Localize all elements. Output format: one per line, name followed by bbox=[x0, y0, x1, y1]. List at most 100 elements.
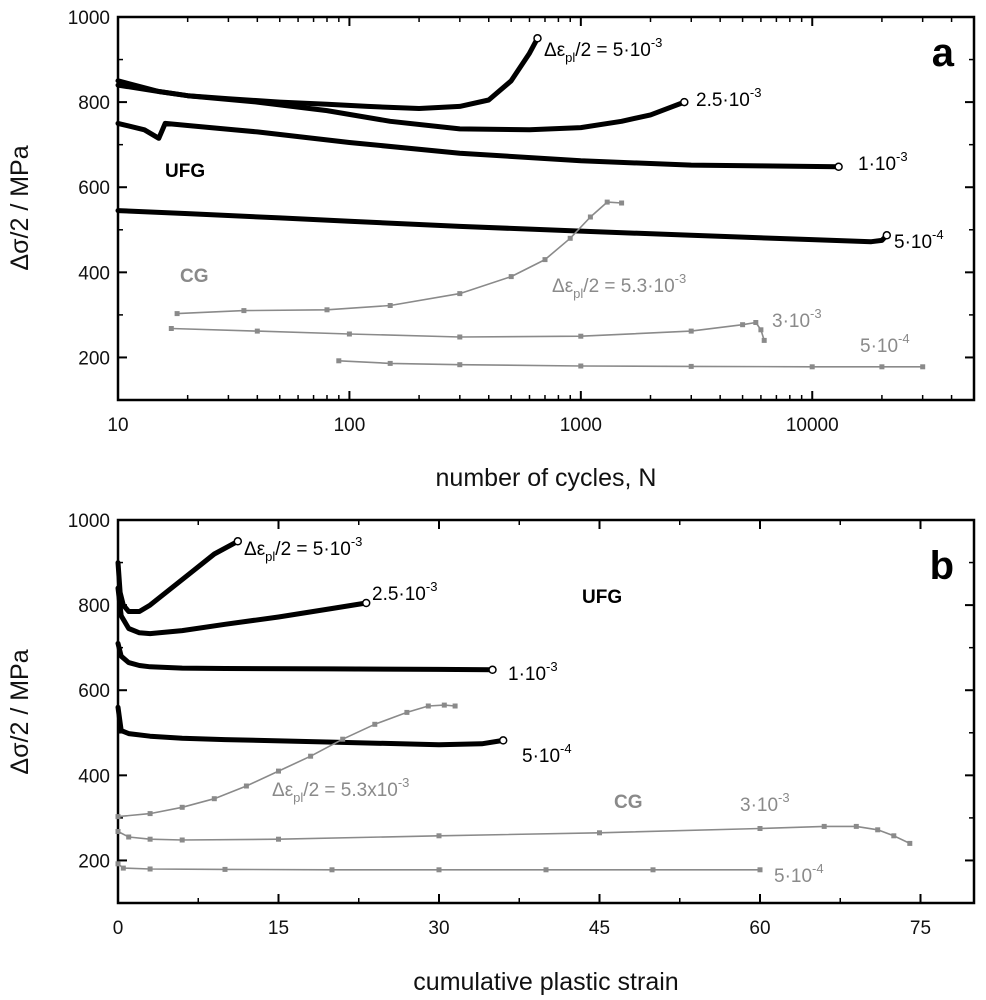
data-point-b-6 bbox=[222, 866, 228, 872]
data-point-a-6 bbox=[879, 364, 885, 370]
data-point-b-5 bbox=[853, 823, 859, 829]
y-tick-label-b: 600 bbox=[78, 681, 110, 702]
ticks-a bbox=[117, 16, 974, 401]
data-point-a-6 bbox=[809, 364, 815, 370]
data-point-a-5 bbox=[740, 322, 746, 328]
series-label-a-cg-5.3e-3: Δεpl/2 = 5.3·10-3 bbox=[552, 271, 686, 301]
y-tick-label-b: 400 bbox=[78, 766, 110, 787]
group-label-cg-a: CG bbox=[180, 266, 209, 287]
series-line-b-3 bbox=[115, 704, 506, 748]
data-point-b-4 bbox=[211, 796, 217, 802]
series-label-a-ufg-5e-3: Δεpl/2 = 5·10-3 bbox=[544, 35, 662, 65]
data-point-b-6 bbox=[329, 867, 335, 873]
data-point-end-b-0 bbox=[233, 537, 243, 546]
data-point-b-4 bbox=[441, 702, 447, 708]
panel-a: 200 400 600 800 1000 10 100 1000 10000 number of… bbox=[6, 8, 976, 492]
data-point-b-4 bbox=[452, 703, 458, 709]
y-tick-label-b: 800 bbox=[78, 596, 110, 617]
series-a bbox=[115, 34, 926, 370]
y-tick-label-b: 1000 bbox=[68, 511, 110, 532]
data-point-b-6 bbox=[115, 861, 121, 867]
x-tick-label-b: 30 bbox=[428, 918, 449, 939]
series-label-b-ufg-2.5e-3: 2.5·10-3 bbox=[372, 579, 437, 605]
data-point-b-5 bbox=[276, 836, 281, 842]
data-point-end-b-2 bbox=[488, 665, 497, 675]
plot-frame-a bbox=[116, 15, 976, 402]
data-point-a-5 bbox=[688, 328, 694, 334]
data-point-a-6 bbox=[688, 363, 694, 369]
data-point-end-a-1 bbox=[680, 97, 689, 107]
data-point-end-b-1 bbox=[361, 598, 371, 608]
data-point-a-4 bbox=[619, 200, 625, 206]
x-axis-label-a: number of cycles, N bbox=[436, 464, 657, 492]
data-point-b-4 bbox=[179, 804, 185, 810]
panel-label-a: a bbox=[932, 31, 955, 75]
group-label-ufg-b: UFG bbox=[582, 587, 622, 608]
data-point-a-4 bbox=[542, 257, 548, 263]
x-tick-label-b: 45 bbox=[589, 918, 610, 939]
plot-frame-b bbox=[116, 518, 976, 905]
data-point-a-4 bbox=[457, 291, 463, 297]
data-point-a-5 bbox=[578, 333, 584, 339]
x-tick-label-a: 1000 bbox=[560, 415, 602, 436]
series-label-b-cg-5e-4: 5·10-4 bbox=[774, 861, 824, 887]
x-tick-label-a: 10 bbox=[107, 415, 128, 436]
series-label-a-cg-5e-4: 5·10-4 bbox=[860, 331, 910, 357]
data-point-end-a-3 bbox=[882, 231, 892, 240]
data-point-b-5 bbox=[907, 840, 913, 846]
series-label-b-cg-3e-3: 3·10-3 bbox=[740, 790, 790, 816]
data-point-a-4 bbox=[604, 199, 610, 205]
data-point-a-5 bbox=[346, 331, 352, 337]
data-point-a-5 bbox=[758, 327, 764, 333]
series-line-a-6 bbox=[338, 360, 924, 368]
series-line-a-2 bbox=[115, 120, 842, 170]
x-tick-label-b: 0 bbox=[113, 918, 124, 939]
y-tick-label-a: 800 bbox=[78, 93, 110, 114]
data-point-b-5 bbox=[126, 834, 132, 840]
data-point-b-4 bbox=[308, 753, 314, 759]
series-label-b-ufg-1e-3: 1·10-3 bbox=[508, 659, 558, 685]
data-point-end-a-0 bbox=[533, 34, 542, 43]
series-label-b-ufg-5e-3: Δεpl/2 = 5·10-3 bbox=[244, 534, 362, 564]
y-tick-label-a: 200 bbox=[78, 348, 110, 369]
data-point-b-5 bbox=[875, 827, 881, 833]
data-point-b-5 bbox=[147, 836, 153, 842]
data-point-b-4 bbox=[404, 709, 410, 715]
group-label-ufg-a: UFG bbox=[165, 161, 205, 182]
series-line-b-2 bbox=[115, 640, 495, 673]
series-b bbox=[115, 537, 913, 873]
y-tick-label-a: 600 bbox=[78, 178, 110, 199]
y-tick-label-a: 1000 bbox=[68, 8, 110, 29]
data-point-a-5 bbox=[254, 328, 260, 334]
data-point-b-5 bbox=[891, 833, 897, 839]
data-point-b-5 bbox=[597, 830, 602, 836]
x-tick-label-a: 10000 bbox=[786, 415, 839, 436]
panel-b: 200 400 600 800 1000 0 15 30 45 60 75 cumulative p… bbox=[6, 511, 976, 996]
data-point-a-6 bbox=[457, 362, 463, 368]
series-label-a-cg-3e-3: 3·10-3 bbox=[772, 306, 822, 332]
data-point-b-4 bbox=[425, 703, 431, 709]
data-point-b-6 bbox=[757, 867, 763, 873]
data-point-end-b-3 bbox=[498, 736, 508, 745]
data-point-a-4 bbox=[587, 214, 593, 220]
data-point-b-4 bbox=[243, 783, 249, 789]
data-point-b-6 bbox=[436, 867, 442, 873]
data-point-b-4 bbox=[115, 814, 121, 820]
data-point-a-5 bbox=[168, 326, 174, 331]
data-point-a-6 bbox=[920, 364, 926, 370]
data-point-a-4 bbox=[241, 308, 247, 314]
x-tick-label-b: 60 bbox=[749, 918, 770, 939]
data-point-b-5 bbox=[179, 837, 185, 843]
series-line-a-1 bbox=[115, 82, 687, 133]
series-label-a-ufg-5e-4: 5·10-4 bbox=[894, 227, 944, 253]
series-label-b-cg-5.3e-3: Δεpl/2 = 5.3x10-3 bbox=[272, 775, 409, 805]
y-axis-label-b: Δσ/2 / MPa bbox=[6, 649, 34, 774]
tick-labels-b: 200 400 600 800 1000 0 15 30 45 60 75 bbox=[68, 511, 931, 939]
data-point-b-5 bbox=[757, 826, 763, 831]
data-point-a-5 bbox=[761, 337, 767, 343]
series-line-a-3 bbox=[115, 208, 890, 245]
data-point-a-6 bbox=[336, 358, 342, 364]
x-tick-label-b: 75 bbox=[910, 918, 931, 939]
data-point-a-5 bbox=[457, 334, 463, 340]
data-point-a-4 bbox=[508, 274, 514, 280]
